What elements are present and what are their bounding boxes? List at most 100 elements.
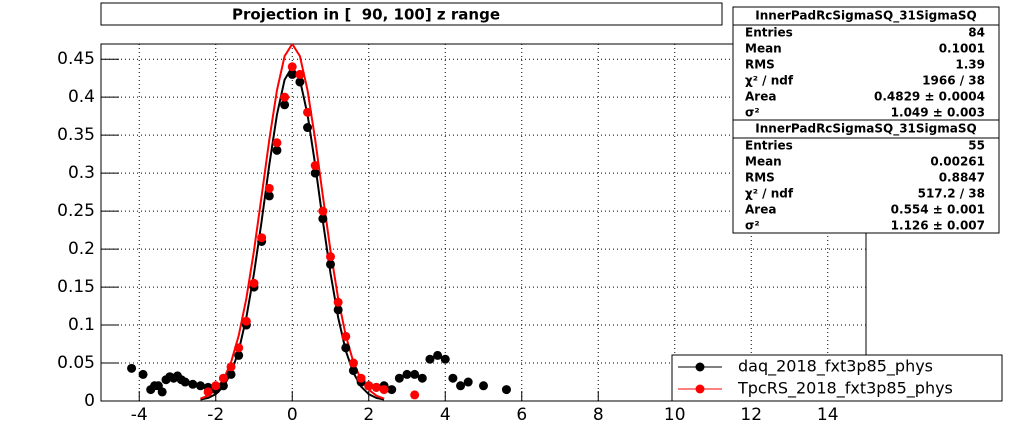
stats-label: Area — [745, 203, 776, 217]
x-tick-label: 4 — [440, 405, 451, 425]
stats-value: 0.554 ± 0.001 — [891, 203, 985, 217]
data-point — [226, 369, 236, 379]
stats-value: 0.00261 — [930, 155, 985, 169]
data-point — [501, 385, 511, 395]
stats-label: RMS — [745, 171, 775, 185]
data-point — [394, 373, 404, 383]
legend-label: TpcRS_2018_fxt3p85_phys — [737, 379, 953, 399]
stats-label: σ² — [745, 106, 760, 120]
stats-value: 1.126 ± 0.007 — [891, 219, 985, 233]
stats-value: 1.39 — [955, 58, 985, 72]
data-point — [264, 183, 274, 193]
data-point — [463, 377, 473, 387]
data-point — [364, 381, 374, 391]
y-tick-label: 0.1 — [68, 315, 95, 335]
data-point — [318, 214, 328, 224]
stats-value: 517.2 / 38 — [918, 187, 985, 201]
y-tick-label: 0.3 — [68, 163, 95, 183]
stats-value: 0.8847 — [939, 171, 985, 185]
stats-value: 0.1001 — [939, 42, 985, 56]
data-point — [218, 373, 228, 383]
data-point — [226, 362, 236, 372]
data-point — [448, 373, 458, 383]
x-tick-label: 8 — [593, 405, 604, 425]
data-point — [371, 382, 381, 392]
data-point — [264, 191, 274, 201]
stats-value: 55 — [968, 139, 985, 153]
data-point — [341, 343, 351, 353]
y-tick-label: 0.25 — [57, 201, 95, 221]
x-tick-label: 12 — [740, 405, 762, 425]
stats-label: χ² / ndf — [745, 187, 794, 201]
legend-marker — [695, 384, 705, 394]
data-point — [310, 161, 320, 171]
y-tick-label: 0.45 — [57, 49, 95, 69]
data-point — [410, 390, 420, 400]
data-point — [272, 145, 282, 155]
data-point — [456, 381, 466, 391]
legend-box — [671, 354, 1003, 402]
data-point — [341, 331, 351, 341]
data-point — [333, 297, 343, 307]
x-tick-label: -4 — [131, 405, 148, 425]
legend-marker — [695, 362, 705, 372]
data-point — [272, 138, 282, 148]
data-point — [218, 381, 228, 391]
stats-label: Mean — [745, 155, 782, 169]
data-point — [440, 354, 450, 364]
data-point — [203, 387, 213, 397]
x-tick-label: 6 — [516, 405, 527, 425]
chart-title: Projection in [ 90, 100] z range — [232, 6, 500, 24]
x-tick-label: 14 — [817, 405, 839, 425]
data-point — [157, 387, 167, 397]
data-point — [180, 377, 190, 387]
y-tick-label: 0.35 — [57, 125, 95, 145]
stats-label: Mean — [745, 42, 782, 56]
data-point — [417, 373, 427, 383]
data-point — [295, 69, 305, 79]
data-point — [241, 316, 251, 326]
data-point — [295, 77, 305, 87]
data-point — [387, 385, 397, 395]
data-point — [425, 354, 435, 364]
stats-label: σ² — [745, 219, 760, 233]
data-point — [479, 381, 488, 391]
data-point — [379, 385, 389, 395]
legend-label: daq_2018_fxt3p85_phys — [738, 357, 933, 377]
x-tick-label: 2 — [363, 405, 374, 425]
data-point — [234, 350, 244, 360]
data-point — [188, 379, 198, 389]
data-point — [211, 381, 221, 391]
stats-label: Entries — [745, 139, 793, 153]
data-point — [195, 381, 205, 391]
data-point — [410, 369, 420, 379]
data-point — [333, 305, 343, 315]
y-tick-label: 0.15 — [57, 277, 95, 297]
data-point — [310, 168, 320, 178]
stats-title: InnerPadRcSigmaSQ_31SigmaSQ — [755, 9, 976, 24]
data-point — [318, 206, 328, 216]
data-point — [287, 62, 297, 72]
data-point — [303, 107, 313, 117]
stats-label: χ² / ndf — [745, 74, 794, 88]
data-point — [326, 259, 335, 269]
data-point — [257, 233, 267, 243]
data-point — [433, 350, 443, 360]
stats-value: 0.4829 ± 0.0004 — [874, 90, 985, 104]
stats-value: 1.049 ± 0.003 — [891, 106, 985, 120]
y-tick-label: 0.2 — [68, 239, 95, 259]
y-tick-label: 0 — [84, 391, 95, 411]
data-point — [326, 252, 335, 262]
stats-label: RMS — [745, 58, 775, 72]
stats-box — [732, 119, 1000, 234]
stats-title: InnerPadRcSigmaSQ_31SigmaSQ — [755, 122, 976, 137]
data-point — [287, 69, 297, 79]
data-point — [138, 369, 148, 379]
x-tick-label: 0 — [287, 405, 298, 425]
y-tick-label: 0.05 — [57, 353, 95, 373]
data-point — [356, 373, 366, 383]
data-point — [127, 363, 137, 373]
data-point — [348, 366, 358, 376]
stats-box — [732, 6, 1000, 121]
